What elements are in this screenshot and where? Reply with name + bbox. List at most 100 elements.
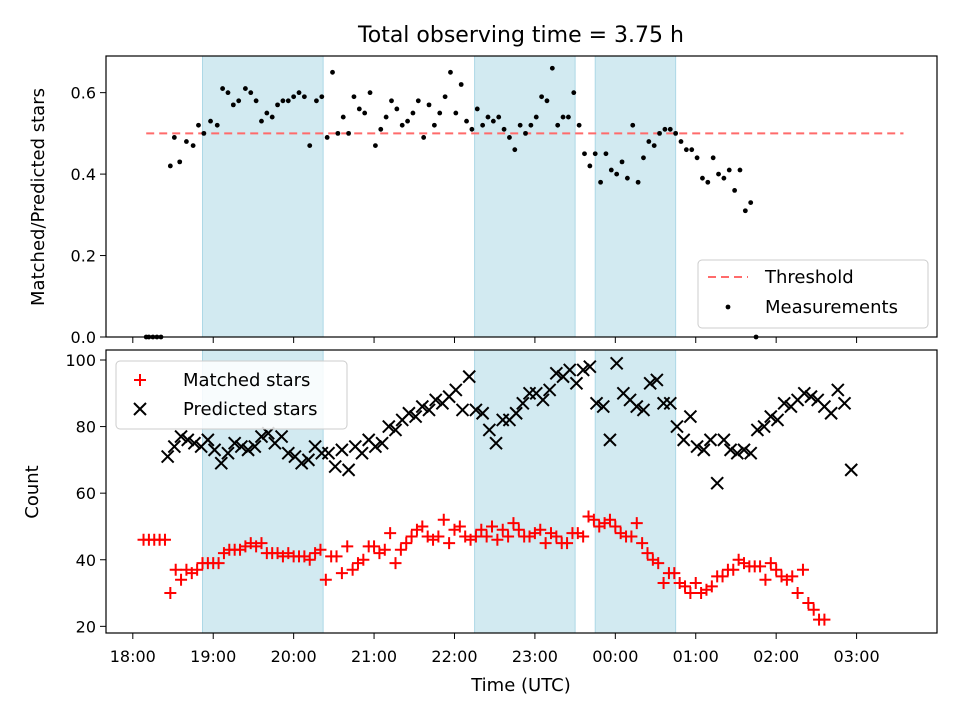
measurement-point bbox=[426, 102, 432, 108]
predicted-star-point bbox=[328, 459, 342, 474]
matched-star-point bbox=[394, 543, 407, 556]
predicted-star-point bbox=[569, 376, 584, 391]
predicted-star-point bbox=[690, 439, 704, 454]
predicted-star-point bbox=[630, 399, 644, 414]
shaded-interval bbox=[594, 55, 677, 338]
measurement-point bbox=[683, 147, 689, 153]
top-y-axis-label: Matched/Predicted stars bbox=[28, 88, 49, 306]
matched-star-point bbox=[314, 543, 327, 556]
measurement-point bbox=[248, 90, 254, 96]
measurement-point bbox=[742, 208, 748, 214]
measurement-point bbox=[528, 122, 534, 128]
measurement-point bbox=[705, 179, 711, 185]
predicted-star-point bbox=[469, 403, 483, 417]
measurement-point bbox=[496, 114, 502, 120]
predicted-star-point bbox=[341, 463, 356, 477]
x-tick-label: 00:00 bbox=[592, 647, 638, 666]
measurement-point bbox=[335, 130, 341, 136]
measurement-point bbox=[383, 114, 389, 120]
y-tick-label: 0.2 bbox=[71, 247, 96, 266]
shaded-interval bbox=[474, 349, 576, 634]
predicted-star-point bbox=[462, 369, 476, 384]
x-axis: 18:00 19:00 20:00 21:00 22:00 23:00 00:00 01:00… bbox=[110, 633, 880, 666]
predicted-star-point bbox=[609, 356, 624, 371]
measurement-point bbox=[544, 98, 550, 104]
measurement-point bbox=[592, 151, 598, 157]
predicted-star-point bbox=[831, 383, 845, 397]
measurement-point bbox=[630, 122, 636, 128]
matched-star-point bbox=[368, 540, 381, 553]
measurement-point bbox=[378, 126, 384, 132]
measurement-point bbox=[689, 147, 695, 153]
matched-star-point bbox=[786, 570, 799, 583]
predicted-star-point bbox=[764, 409, 778, 424]
matched-star-point bbox=[480, 530, 493, 543]
predicted-star-point bbox=[723, 443, 738, 457]
predicted-star-point bbox=[737, 443, 751, 457]
matched-star-point bbox=[319, 573, 332, 586]
matched-star-point bbox=[303, 553, 316, 566]
matched-star-point bbox=[335, 567, 348, 580]
x-axis-ticks bbox=[132, 337, 858, 343]
x-tick-label: 01:00 bbox=[673, 647, 719, 666]
measurement-point bbox=[517, 122, 523, 128]
predicted-star-point bbox=[770, 413, 785, 427]
predicted-star-point bbox=[804, 389, 818, 404]
matched-star-point bbox=[453, 520, 466, 533]
predicted-star-point bbox=[650, 373, 664, 387]
top-panel: 0.0 0.2 0.4 0.6 Matched/Predicted stars Thr… bbox=[28, 55, 938, 347]
predicted-star-point bbox=[516, 396, 530, 410]
matched-star-point bbox=[759, 573, 772, 586]
matched-star-point bbox=[716, 570, 729, 583]
x-tick-label: 20:00 bbox=[271, 647, 317, 666]
measurement-point bbox=[458, 82, 464, 87]
matched-star-point bbox=[818, 613, 831, 626]
predicted-star-point bbox=[382, 419, 396, 434]
matched-star-point bbox=[550, 530, 563, 543]
matched-star-point bbox=[164, 587, 177, 600]
measurement-point bbox=[301, 94, 307, 100]
measurement-point bbox=[442, 94, 448, 100]
predicted-stars-points bbox=[160, 356, 858, 490]
predicted-star-point bbox=[542, 383, 557, 397]
matched-star-point bbox=[341, 540, 354, 553]
matched-star-point bbox=[486, 520, 499, 533]
bottom-legend-box bbox=[115, 360, 348, 430]
matched-star-point bbox=[512, 523, 525, 536]
matched-star-point bbox=[807, 603, 820, 616]
top-axes-frame bbox=[105, 55, 938, 338]
bottom-axes-frame bbox=[105, 349, 938, 634]
measurement-point bbox=[700, 175, 705, 181]
matched-star-point bbox=[684, 587, 697, 600]
measurement-point bbox=[710, 155, 716, 161]
x-tick-label: 18:00 bbox=[110, 647, 156, 666]
x-tick-label: 19:00 bbox=[190, 647, 236, 666]
predicted-star-point bbox=[603, 433, 617, 447]
predicted-star-point bbox=[248, 439, 262, 454]
matched-star-point bbox=[630, 517, 643, 530]
predicted-star-point bbox=[388, 423, 403, 437]
measurement-point bbox=[307, 143, 313, 148]
bottom-y-axis-label: Count bbox=[22, 465, 43, 518]
measurement-point bbox=[469, 126, 475, 132]
measurement-point bbox=[651, 143, 657, 148]
x-axis-label: Time (UTC) bbox=[470, 675, 571, 696]
measurement-point bbox=[598, 179, 603, 185]
matched-star-point bbox=[405, 530, 418, 543]
measurement-point bbox=[539, 94, 545, 100]
measurement-point bbox=[619, 159, 625, 165]
predicted-star-point bbox=[482, 423, 497, 437]
measurement-point bbox=[533, 114, 539, 120]
predicted-star-point bbox=[757, 419, 771, 434]
measurement-point bbox=[177, 159, 183, 165]
predicted-star-point bbox=[837, 396, 852, 410]
matched-star-point bbox=[212, 557, 225, 570]
predicted-star-point bbox=[563, 363, 577, 377]
predicted-star-point bbox=[408, 409, 423, 424]
predicted-star-point bbox=[335, 443, 349, 457]
matched-star-point bbox=[175, 573, 188, 586]
measurement-point bbox=[566, 114, 571, 120]
x-tick-label: 02:00 bbox=[753, 647, 799, 666]
measurement-point bbox=[748, 200, 754, 206]
matched-star-point bbox=[169, 563, 182, 576]
